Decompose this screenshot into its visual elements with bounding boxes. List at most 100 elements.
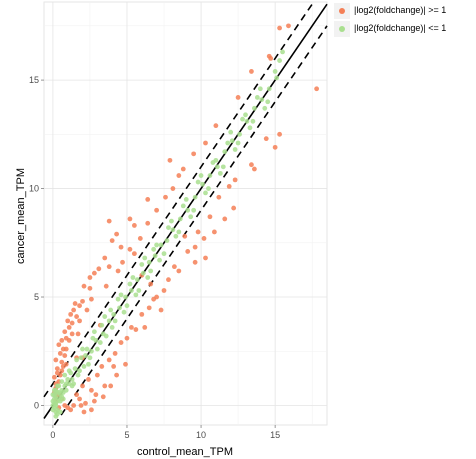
- point-high-foldchange: [56, 342, 62, 348]
- point-high-foldchange: [249, 162, 254, 168]
- point-high-foldchange: [272, 144, 278, 150]
- y-tick-label: 10: [29, 184, 39, 194]
- point-low-foldchange: [229, 138, 235, 144]
- point-high-foldchange: [182, 233, 188, 239]
- legend-key-high: [334, 3, 350, 19]
- point-low-foldchange: [192, 194, 198, 200]
- point-high-foldchange: [111, 364, 117, 369]
- point-low-foldchange: [72, 366, 78, 371]
- point-high-foldchange: [68, 311, 74, 317]
- legend-dot-low: [339, 26, 345, 32]
- point-high-foldchange: [102, 255, 108, 261]
- point-low-foldchange: [127, 281, 133, 287]
- point-high-foldchange: [232, 177, 238, 183]
- point-high-foldchange: [231, 205, 237, 211]
- point-high-foldchange: [216, 194, 222, 200]
- point-high-foldchange: [185, 249, 191, 254]
- point-high-foldchange: [235, 95, 241, 100]
- point-low-foldchange: [80, 346, 85, 352]
- point-low-foldchange: [173, 233, 179, 239]
- point-high-foldchange: [59, 338, 65, 343]
- point-low-foldchange: [203, 190, 208, 196]
- point-high-foldchange: [192, 259, 198, 265]
- axes: 0 5 10 15 0 5 10 15: [29, 75, 280, 440]
- legend-dot-high: [339, 8, 345, 14]
- point-low-foldchange: [251, 105, 257, 111]
- point-low-foldchange: [170, 227, 176, 233]
- point-low-foldchange: [59, 379, 65, 385]
- point-high-foldchange: [69, 331, 75, 337]
- point-low-foldchange: [169, 218, 174, 224]
- point-high-foldchange: [91, 270, 97, 276]
- point-high-foldchange: [166, 277, 171, 283]
- point-low-foldchange: [146, 259, 152, 265]
- point-low-foldchange: [164, 238, 170, 244]
- point-low-foldchange: [259, 97, 265, 103]
- point-high-foldchange: [201, 236, 207, 241]
- point-low-foldchange: [228, 129, 234, 135]
- point-high-foldchange: [211, 229, 217, 235]
- legend-label-high: |log2(foldchange)| >= 1: [354, 5, 447, 15]
- point-high-foldchange: [94, 372, 100, 378]
- point-low-foldchange: [54, 383, 60, 389]
- point-high-foldchange: [108, 383, 114, 389]
- point-low-foldchange: [124, 303, 130, 309]
- point-low-foldchange: [111, 311, 117, 317]
- point-low-foldchange: [235, 140, 241, 146]
- point-low-foldchange: [274, 75, 280, 81]
- point-high-foldchange: [151, 296, 157, 302]
- point-high-foldchange: [129, 324, 134, 330]
- point-high-foldchange: [118, 340, 124, 345]
- point-high-foldchange: [145, 197, 151, 202]
- point-low-foldchange: [225, 140, 231, 146]
- point-low-foldchange: [250, 118, 256, 124]
- point-high-foldchange: [106, 218, 112, 224]
- point-high-foldchange: [203, 140, 208, 146]
- point-high-foldchange: [57, 372, 63, 378]
- point-low-foldchange: [99, 322, 105, 328]
- point-low-foldchange: [78, 355, 84, 361]
- point-high-foldchange: [180, 166, 186, 172]
- point-low-foldchange: [151, 246, 157, 252]
- point-high-foldchange: [120, 259, 125, 265]
- point-high-foldchange: [167, 157, 173, 163]
- point-high-foldchange: [207, 214, 213, 220]
- point-high-foldchange: [195, 229, 201, 235]
- point-high-foldchange: [69, 320, 75, 326]
- point-high-foldchange: [51, 374, 57, 380]
- point-low-foldchange: [244, 118, 250, 124]
- point-high-foldchange: [62, 353, 68, 358]
- point-high-foldchange: [93, 392, 99, 398]
- point-low-foldchange: [195, 179, 201, 185]
- point-low-foldchange: [108, 307, 114, 313]
- point-high-foldchange: [158, 307, 164, 313]
- point-high-foldchange: [74, 392, 79, 398]
- point-high-foldchange: [99, 364, 105, 369]
- point-high-foldchange: [71, 403, 77, 408]
- point-low-foldchange: [240, 116, 245, 122]
- point-low-foldchange: [50, 407, 56, 413]
- point-high-foldchange: [314, 86, 320, 92]
- point-low-foldchange: [148, 268, 154, 274]
- point-low-foldchange: [123, 294, 128, 300]
- point-low-foldchange: [161, 251, 167, 257]
- point-low-foldchange: [134, 277, 140, 283]
- y-tick-label: 5: [34, 292, 39, 302]
- point-low-foldchange: [109, 324, 115, 330]
- y-tick-label: 0: [34, 400, 39, 410]
- legend-key-low: [334, 21, 350, 37]
- point-high-foldchange: [62, 403, 68, 408]
- point-low-foldchange: [130, 275, 136, 280]
- point-high-foldchange: [277, 25, 282, 31]
- point-low-foldchange: [53, 403, 59, 408]
- point-high-foldchange: [226, 183, 232, 189]
- x-axis-title: control_mean_TPM: [137, 446, 233, 458]
- point-low-foldchange: [69, 377, 75, 382]
- point-low-foldchange: [117, 305, 122, 311]
- point-high-foldchange: [80, 298, 85, 304]
- point-low-foldchange: [247, 125, 253, 131]
- point-high-foldchange: [263, 136, 269, 142]
- point-high-foldchange: [118, 244, 124, 250]
- point-low-foldchange: [185, 207, 191, 213]
